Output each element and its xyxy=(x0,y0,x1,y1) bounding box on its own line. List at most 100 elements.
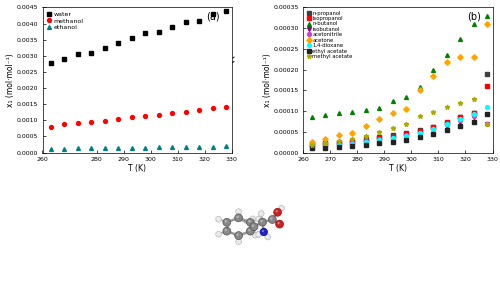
ethyl acetate xyxy=(416,135,422,139)
Circle shape xyxy=(260,220,262,222)
acetonitrile xyxy=(376,138,382,141)
1,4-dioxane xyxy=(308,146,314,149)
Circle shape xyxy=(246,227,254,235)
water xyxy=(142,32,148,35)
methyl acetate xyxy=(416,114,422,118)
n-butanol xyxy=(457,37,463,40)
isobutanol xyxy=(430,128,436,132)
acetone xyxy=(416,89,422,92)
Circle shape xyxy=(224,220,227,223)
Circle shape xyxy=(234,232,242,240)
isobutanol xyxy=(362,140,368,144)
acetone xyxy=(349,131,355,134)
Circle shape xyxy=(237,210,238,212)
isopropanol xyxy=(470,111,476,115)
methyl acetate xyxy=(376,130,382,134)
X-axis label: T (K): T (K) xyxy=(389,164,407,173)
acetone xyxy=(322,138,328,141)
n-butanol xyxy=(470,22,476,26)
isobutanol xyxy=(457,120,463,123)
n-butanol xyxy=(376,106,382,110)
acetonitrile xyxy=(362,140,368,143)
Circle shape xyxy=(217,233,218,235)
n-butanol xyxy=(362,108,368,112)
methanol xyxy=(182,111,188,114)
acetonitrile xyxy=(444,122,450,126)
1,4-dioxane xyxy=(376,138,382,142)
1,4-dioxane xyxy=(430,127,436,130)
acetonitrile xyxy=(403,134,409,137)
Circle shape xyxy=(248,229,250,231)
isopropanol xyxy=(430,125,436,129)
n-butanol xyxy=(444,53,450,57)
acetone xyxy=(444,60,450,64)
ethanol xyxy=(115,146,121,150)
n-propanol xyxy=(376,135,382,139)
isopropanol xyxy=(322,142,328,146)
n-butanol xyxy=(484,14,490,18)
methanol xyxy=(74,121,80,125)
Circle shape xyxy=(266,235,268,237)
ethanol xyxy=(102,146,107,150)
ethanol xyxy=(196,145,202,149)
methyl acetate xyxy=(484,122,490,126)
isobutanol xyxy=(336,142,342,146)
Circle shape xyxy=(257,233,259,235)
n-butanol xyxy=(322,114,328,117)
isobutanol xyxy=(322,143,328,147)
Legend: water, methanol, ethanol: water, methanol, ethanol xyxy=(46,10,85,31)
Circle shape xyxy=(236,209,242,215)
n-propanol xyxy=(430,125,436,129)
ethanol xyxy=(48,147,54,151)
Circle shape xyxy=(280,207,281,209)
ethanol xyxy=(88,147,94,150)
acetonitrile xyxy=(470,114,476,118)
n-propanol xyxy=(457,116,463,119)
Circle shape xyxy=(265,234,270,240)
1,4-dioxane xyxy=(416,131,422,134)
Circle shape xyxy=(252,225,254,227)
ethyl acetate xyxy=(376,142,382,145)
Line: n-propanol: n-propanol xyxy=(310,72,489,146)
water xyxy=(223,10,229,13)
Circle shape xyxy=(260,212,262,214)
ethyl acetate xyxy=(308,147,314,150)
ethyl acetate xyxy=(349,144,355,148)
ethanol xyxy=(182,145,188,149)
Line: acetone: acetone xyxy=(310,22,489,144)
acetonitrile xyxy=(308,144,314,148)
n-propanol xyxy=(308,142,314,146)
n-propanol xyxy=(470,111,476,115)
isopropanol xyxy=(376,136,382,140)
acetone xyxy=(336,134,342,137)
water xyxy=(182,20,188,24)
ethyl acetate xyxy=(484,113,490,116)
Circle shape xyxy=(278,222,280,224)
Line: ethanol: ethanol xyxy=(48,145,228,151)
n-propanol xyxy=(403,131,409,134)
isopropanol xyxy=(403,132,409,136)
n-propanol xyxy=(336,140,342,144)
Circle shape xyxy=(250,223,258,231)
water xyxy=(102,46,107,50)
Y-axis label: x₁ (mol·mol⁻¹): x₁ (mol·mol⁻¹) xyxy=(263,53,272,107)
acetone xyxy=(362,124,368,128)
Line: isobutanol: isobutanol xyxy=(310,115,489,148)
isobutanol xyxy=(470,116,476,119)
Circle shape xyxy=(276,220,283,228)
Circle shape xyxy=(256,232,262,238)
methanol xyxy=(88,120,94,123)
n-butanol xyxy=(430,68,436,72)
Circle shape xyxy=(276,210,278,212)
1,4-dioxane xyxy=(403,134,409,138)
isopropanol xyxy=(308,143,314,147)
isopropanol xyxy=(390,135,396,139)
Line: isopropanol: isopropanol xyxy=(310,84,489,147)
acetone xyxy=(470,55,476,59)
isobutanol xyxy=(444,124,450,128)
water xyxy=(61,57,67,61)
Circle shape xyxy=(268,215,276,224)
acetonitrile xyxy=(430,127,436,130)
Circle shape xyxy=(223,218,231,226)
methanol xyxy=(223,105,229,108)
